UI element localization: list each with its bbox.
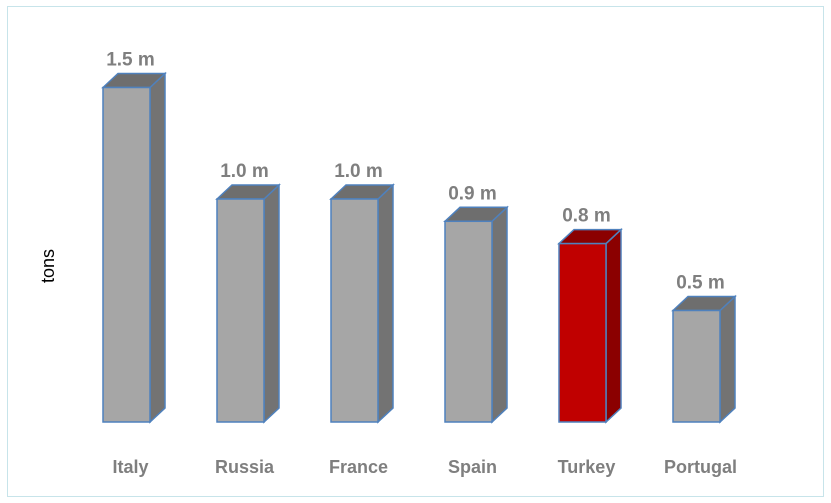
bar-russia: [215, 183, 281, 424]
category-label-spain: Spain: [448, 457, 497, 477]
bar-portugal: [671, 294, 737, 424]
data-label-italy: 1.5 m: [106, 50, 155, 71]
bar-side-italy: [149, 71, 166, 424]
bar-side-turkey: [605, 227, 622, 424]
bar-front-italy: [102, 86, 151, 423]
bar-spain: [443, 205, 509, 424]
bar-side-france: [377, 183, 394, 424]
y-axis-label: tons: [38, 249, 58, 283]
bar-turkey: [557, 227, 623, 424]
category-label-turkey: Turkey: [558, 457, 616, 477]
bar-france: [329, 183, 395, 424]
bar-side-portugal: [719, 294, 736, 424]
bar-front-spain: [444, 220, 493, 423]
data-label-france: 1.0 m: [334, 161, 383, 182]
category-label-france: France: [329, 457, 388, 477]
bar-italy: [101, 71, 167, 424]
category-label-portugal: Portugal: [664, 457, 737, 477]
bar-front-russia: [216, 198, 265, 423]
bar-side-russia: [263, 183, 280, 424]
bar-front-turkey: [558, 242, 607, 423]
data-label-turkey: 0.8 m: [562, 206, 611, 227]
category-label-russia: Russia: [215, 457, 275, 477]
category-label-italy: Italy: [112, 457, 148, 477]
bar-front-france: [330, 198, 379, 423]
bar-side-spain: [491, 205, 508, 424]
data-label-russia: 1.0 m: [220, 161, 269, 182]
data-label-spain: 0.9 m: [448, 183, 497, 204]
bar-front-portugal: [672, 309, 721, 423]
data-label-portugal: 0.5 m: [676, 273, 725, 294]
